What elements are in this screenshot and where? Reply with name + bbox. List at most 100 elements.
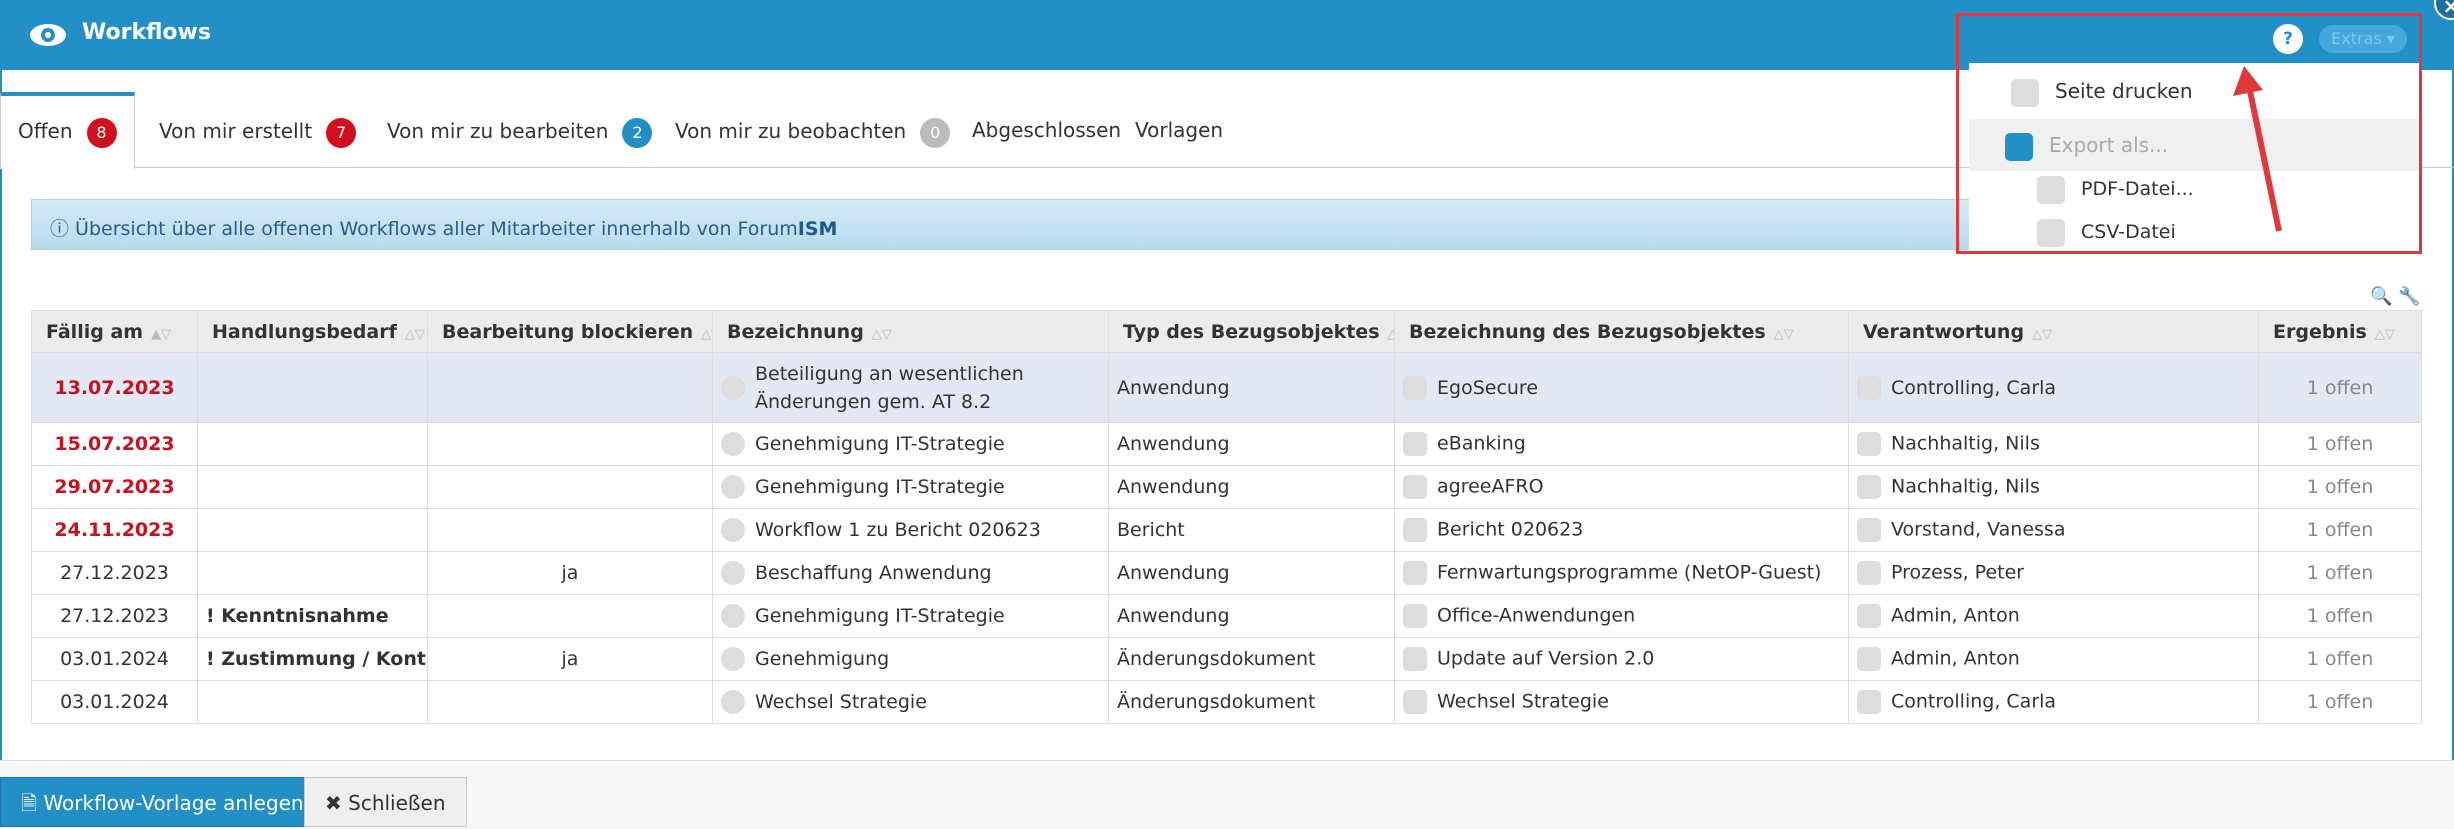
sort-icon: △▽: [2374, 326, 2395, 342]
tab[interactable]: Offen 8: [0, 92, 135, 169]
row-icon: [1857, 647, 1881, 671]
button-label: Schließen: [348, 791, 446, 815]
row-icon: [721, 518, 745, 542]
row-icon: [721, 375, 745, 400]
table-row[interactable]: 29.07.2023 Genehmigung IT-Strategie Anwend…: [31, 465, 2422, 509]
tab-bar: Offen 8 Von mir erstellt 7 Von mir zu bearbe…: [0, 92, 2454, 169]
cell-text: ! Kenntnisnahme: [206, 605, 389, 627]
table-cell: 1 offen: [2258, 508, 2422, 552]
cell-text: Update auf Version 2.0: [1437, 647, 1655, 670]
table-row[interactable]: 13.07.2023 Beteiligung an wesentlichen Än…: [31, 352, 2422, 423]
table-tools[interactable]: 🔍 🔧: [2370, 286, 2421, 307]
column-header[interactable]: Bezeichnung △▽: [712, 310, 1109, 353]
row-icon: [721, 432, 745, 456]
row-icon: [1403, 432, 1427, 456]
cell-text: Anwendung: [1117, 376, 1230, 399]
info-brand: ISM: [797, 218, 838, 240]
cell-text: Prozess, Peter: [1891, 561, 2025, 584]
close-button[interactable]: ✖ Schließen: [304, 777, 467, 827]
table-row[interactable]: 24.11.2023 Workflow 1 zu Bericht 020623 Be…: [31, 508, 2422, 552]
column-header[interactable]: Bezeichnung des Bezugsobjektes △▽: [1394, 310, 1849, 353]
column-label: Bearbeitung blockieren: [442, 320, 694, 343]
table-cell: 1 offen: [2258, 352, 2422, 423]
table-cell: [197, 680, 428, 724]
cell-text: 1 offen: [2306, 648, 2374, 670]
row-icon: [1403, 518, 1427, 542]
sort-icon: △▽: [701, 326, 712, 342]
menu-icon: [2011, 78, 2039, 107]
table-cell: Controlling, Carla: [1848, 352, 2259, 423]
column-header[interactable]: Typ des Bezugsobjektes △▽: [1108, 310, 1395, 353]
row-icon: [1857, 561, 1881, 585]
table-row[interactable]: 27.12.2023 ja Beschaffung Anwendung Anwendu…: [31, 551, 2422, 595]
create-template-button[interactable]: 🗎 Workflow-Vorlage anlegen: [0, 777, 325, 827]
table-cell: [427, 465, 713, 509]
table-cell: Beteiligung an wesentlichen Änderungen g…: [712, 352, 1109, 423]
row-icon: [721, 604, 745, 628]
table-cell: 1 offen: [2258, 680, 2422, 724]
table-cell: ! Zustimmung / Kontrolle: [197, 637, 428, 681]
menu-label: CSV-Datei: [2081, 221, 2176, 243]
row-icon: [721, 561, 745, 585]
table-cell: 03.01.2024: [31, 637, 198, 681]
column-header[interactable]: Fällig am ▲▽: [31, 310, 198, 353]
table-cell: Fernwartungsprogramme (NetOP-Guest): [1394, 551, 1849, 595]
menu-icon: [2037, 175, 2065, 204]
tab[interactable]: Von mir zu bearbeiten 2: [370, 92, 669, 168]
cell-text: Anwendung: [1117, 605, 1230, 627]
table-cell: Bericht: [1108, 508, 1395, 552]
tab-label: Offen: [18, 119, 73, 143]
cell-text: 1 offen: [2306, 605, 2374, 627]
table-cell: Wechsel Strategie: [1394, 680, 1849, 724]
column-header[interactable]: Bearbeitung blockieren △▽: [427, 310, 713, 353]
table-row[interactable]: 03.01.2024 ! Zustimmung / Kontrolle ja Gene…: [31, 637, 2422, 681]
row-icon: [1857, 376, 1881, 400]
extras-button[interactable]: Extras ▾: [2319, 25, 2407, 53]
column-header[interactable]: Verantwortung △▽: [1848, 310, 2259, 353]
table-cell: 1 offen: [2258, 637, 2422, 681]
table-cell: [197, 551, 428, 595]
row-icon: [1857, 432, 1881, 456]
table-cell: 1 offen: [2258, 465, 2422, 509]
table-cell: [427, 422, 713, 466]
table-cell: 03.01.2024: [31, 680, 198, 724]
column-label: Handlungsbedarf: [212, 320, 397, 343]
row-icon: [1403, 604, 1427, 628]
table-row[interactable]: 03.01.2024 Wechsel Strategie Änderungsdoku…: [31, 680, 2422, 724]
cell-text: Office-Anwendungen: [1437, 604, 1636, 627]
menu-item[interactable]: PDF-Datei...: [1969, 169, 2419, 209]
menu-item[interactable]: Seite drucken: [1969, 67, 2419, 115]
column-label: Verantwortung: [1863, 320, 2025, 343]
table-cell: Bericht 020623: [1394, 508, 1849, 552]
extras-header: ? Extras ▾: [1959, 16, 2419, 63]
cell-text: 27.12.2023: [60, 562, 169, 584]
menu-item[interactable]: CSV-Datei: [1969, 212, 2419, 252]
tab[interactable]: Abgeschlossen: [955, 92, 1138, 168]
menu-item[interactable]: Export als...: [1969, 119, 2419, 171]
table-cell: Änderungsdokument: [1108, 637, 1395, 681]
table-cell: Genehmigung IT-Strategie: [712, 465, 1109, 509]
extras-label: Extras: [2331, 29, 2382, 48]
row-icon: [1403, 690, 1427, 714]
table-cell: Anwendung: [1108, 551, 1395, 595]
tab[interactable]: Von mir erstellt 7: [142, 92, 373, 168]
tab-count: 7: [326, 118, 357, 148]
column-header[interactable]: Ergebnis △▽: [2258, 310, 2422, 353]
help-button[interactable]: ?: [2273, 24, 2303, 54]
cell-text: Workflow 1 zu Bericht 020623: [755, 519, 1041, 541]
cell-text: Wechsel Strategie: [755, 691, 927, 713]
column-label: Typ des Bezugsobjektes: [1123, 320, 1380, 343]
table-row[interactable]: 27.12.2023 ! Kenntnisnahme Genehmigung IT-…: [31, 594, 2422, 638]
sort-icon: △▽: [1773, 326, 1794, 342]
cell-text: 1 offen: [2306, 433, 2374, 455]
table-row[interactable]: 15.07.2023 Genehmigung IT-Strategie Anwend…: [31, 422, 2422, 466]
tab[interactable]: Von mir zu beobachten 0: [658, 92, 967, 168]
column-header[interactable]: Handlungsbedarf △▽: [197, 310, 428, 353]
sort-icon: △▽: [404, 326, 425, 342]
cell-text: Beschaffung Anwendung: [755, 562, 992, 584]
tab[interactable]: Vorlagen: [1118, 92, 1240, 168]
table-cell: 1 offen: [2258, 594, 2422, 638]
sort-icon: △▽: [871, 326, 892, 342]
table-cell: Anwendung: [1108, 465, 1395, 509]
